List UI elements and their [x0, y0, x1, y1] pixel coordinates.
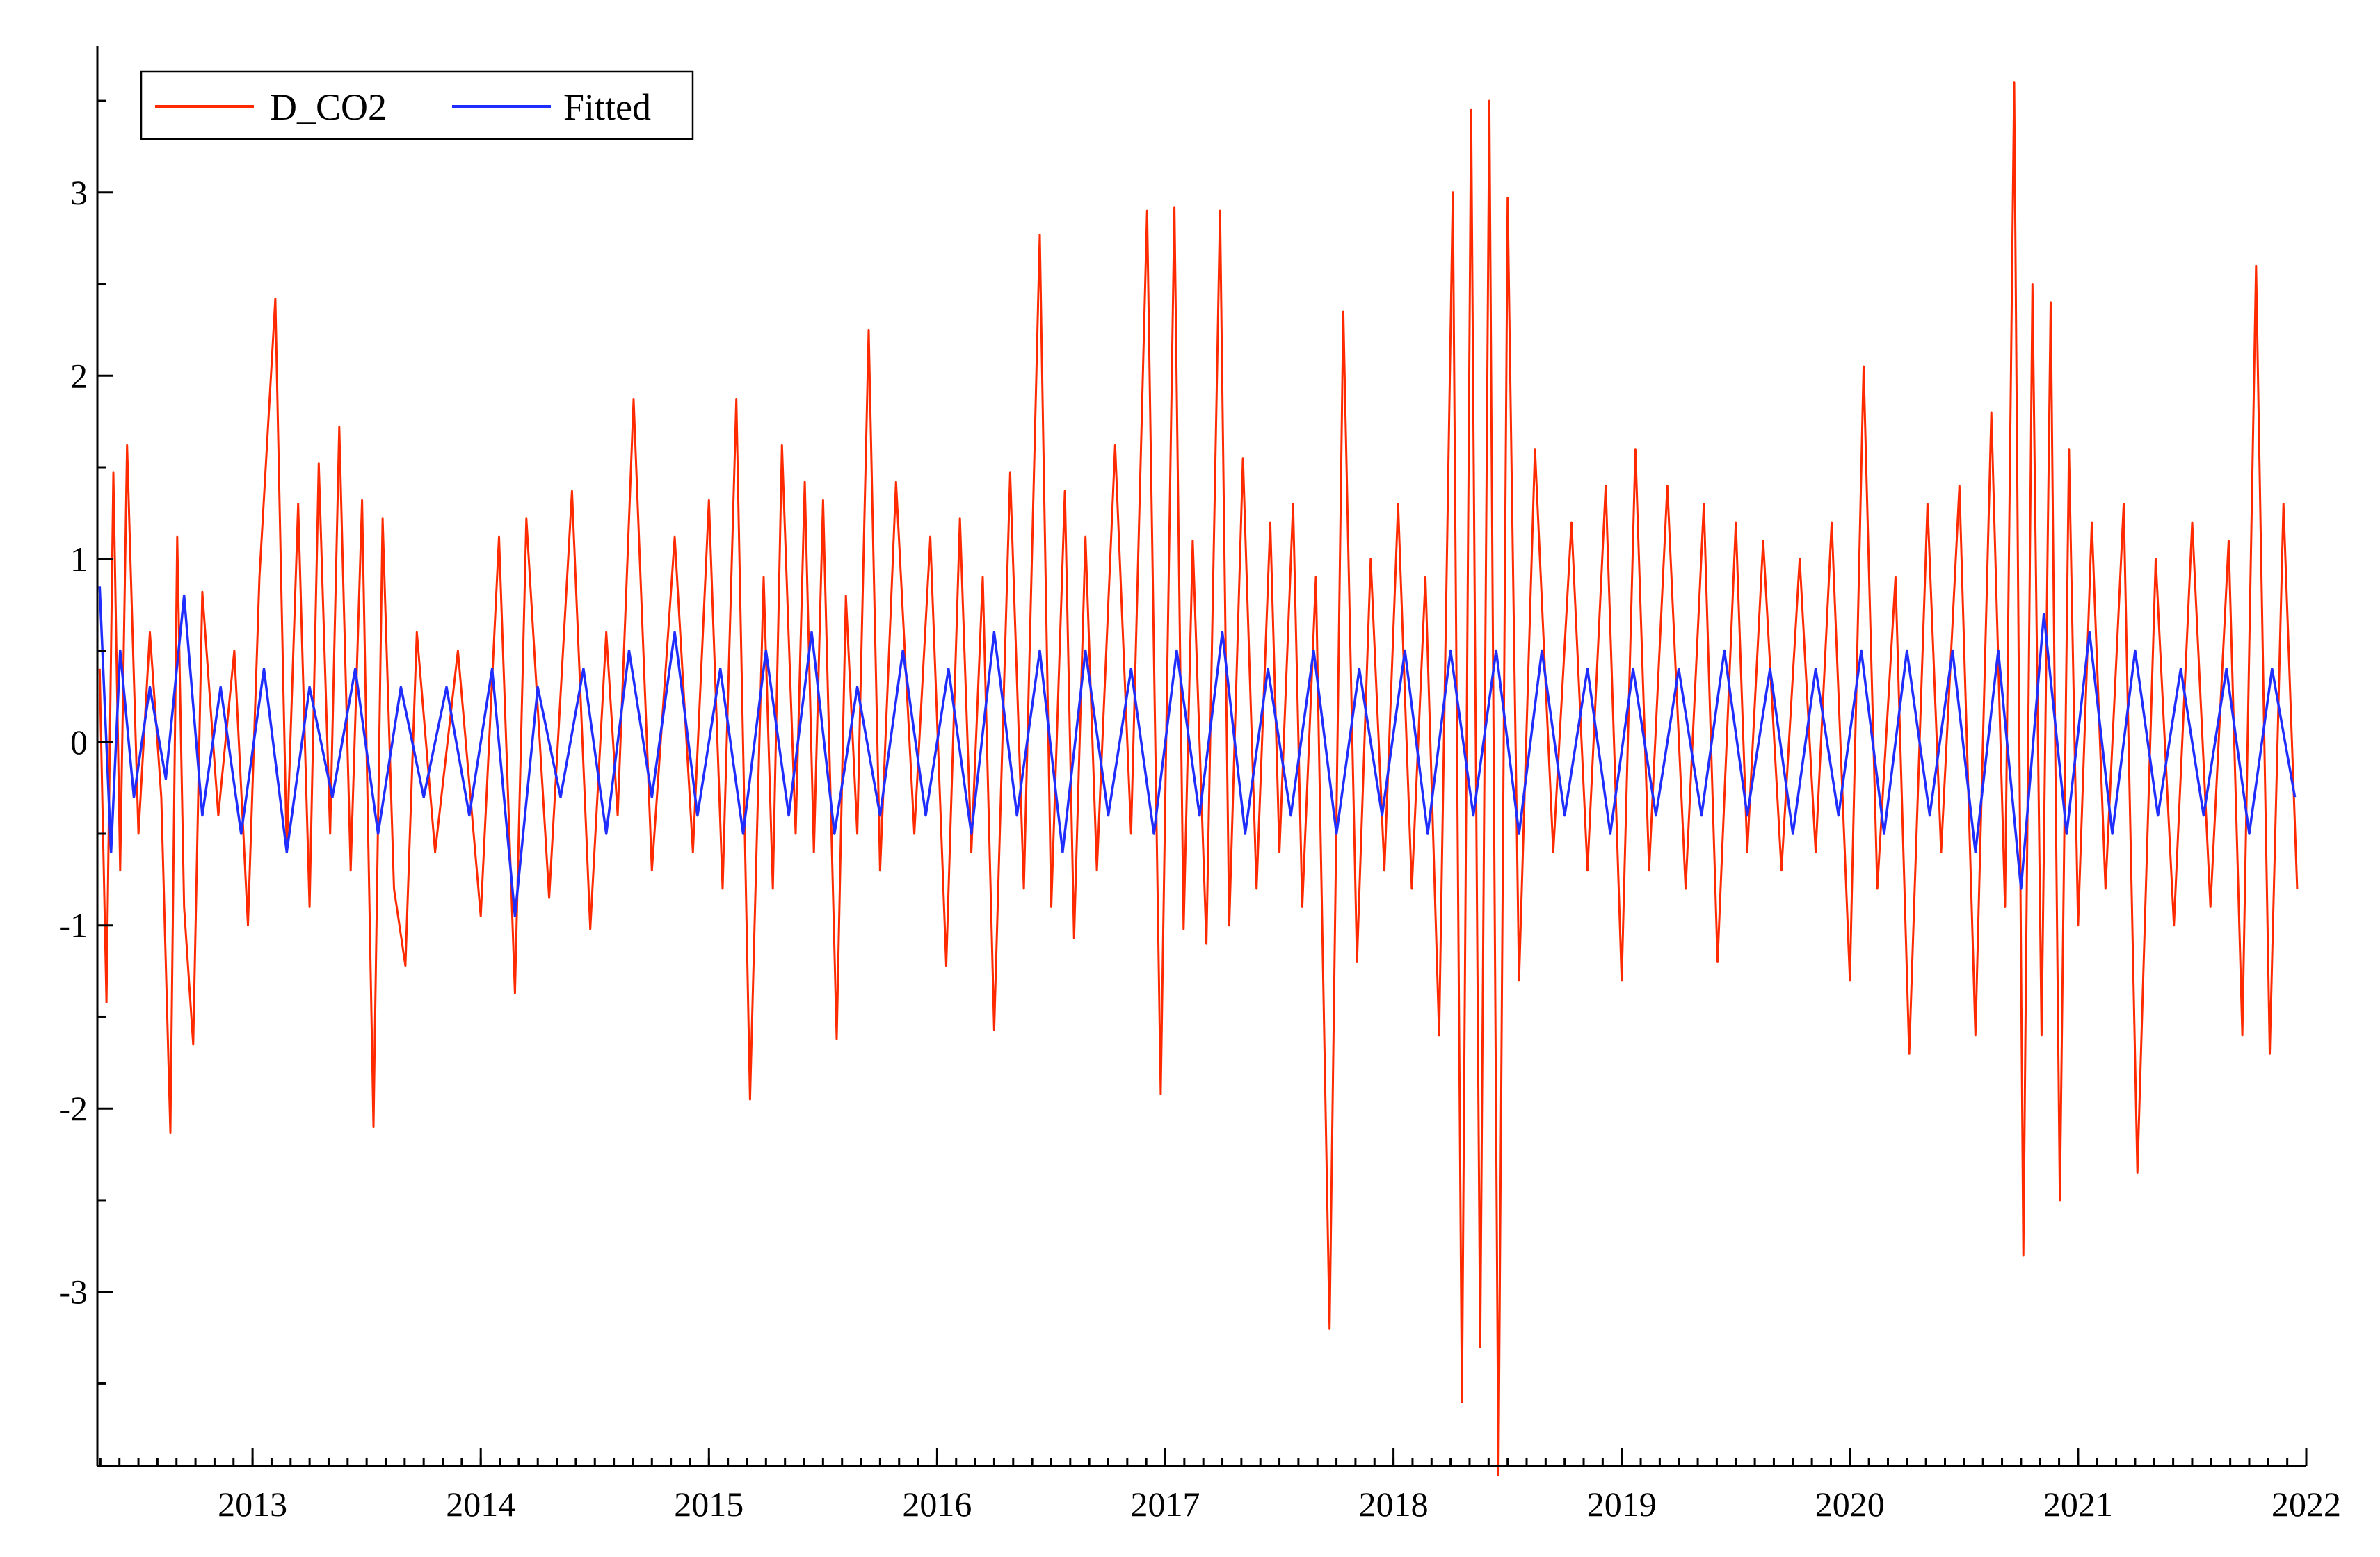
x-tick-label: 2014 [446, 1485, 515, 1524]
y-tick-label: -2 [58, 1089, 88, 1128]
y-tick-label: 1 [70, 540, 88, 579]
y-tick-label: -1 [58, 906, 88, 945]
legend-label-fitted: Fitted [563, 86, 651, 128]
y-ticks: 3 2 1 0 -1 -2 -3 [58, 99, 113, 1385]
x-tick-label: 2020 [1815, 1485, 1885, 1524]
x-tick-label: 2021 [2043, 1485, 2113, 1524]
y-tick-label: 0 [70, 723, 88, 761]
series-line-d-co2 [98, 81, 2299, 1476]
legend: D_CO2 Fitted [140, 70, 694, 140]
x-tick-label: 2017 [1131, 1485, 1200, 1524]
series-line-fitted [98, 586, 2297, 918]
axes [96, 46, 2306, 1467]
x-ticks: 2013 2014 2015 2016 2017 2018 2019 2020 2021 2022 [99, 1448, 2341, 1524]
x-tick-label: 2015 [674, 1485, 743, 1524]
legend-label-d-co2: D_CO2 [270, 86, 387, 128]
y-tick-label: -3 [58, 1273, 88, 1312]
x-tick-label: 2019 [1587, 1485, 1657, 1524]
y-tick-label: 3 [70, 173, 88, 212]
x-tick-label: 2018 [1359, 1485, 1429, 1524]
y-tick-label: 2 [70, 356, 88, 395]
x-tick-label: 2016 [902, 1485, 972, 1524]
x-tick-label: 2013 [218, 1485, 287, 1524]
plot-lines [98, 81, 2299, 1476]
x-tick-label: 2022 [2272, 1485, 2341, 1524]
